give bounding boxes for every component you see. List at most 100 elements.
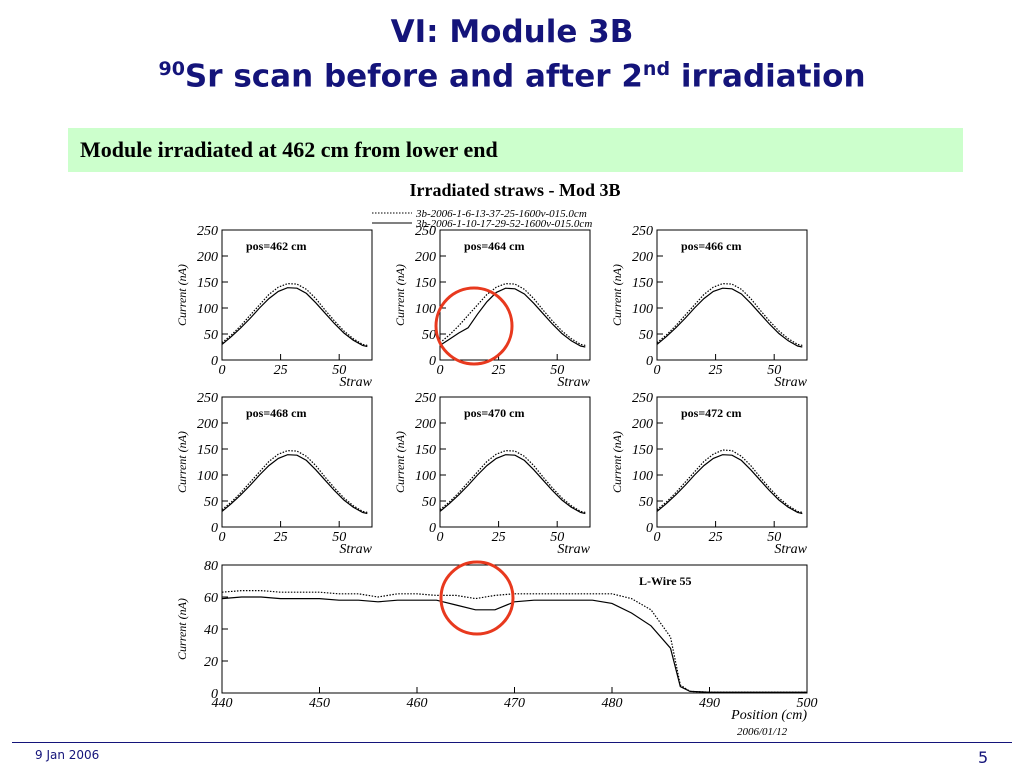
series-line <box>439 287 586 348</box>
x-axis-label: Straw <box>774 375 807 390</box>
y-tick-label: 250 <box>415 391 436 406</box>
y-tick-label: 150 <box>415 443 436 458</box>
y-tick-label: 20 <box>204 655 218 670</box>
series-line <box>439 454 586 515</box>
plot-annotation: pos=466 cm <box>681 239 742 253</box>
y-tick-label: 50 <box>204 328 218 343</box>
y-tick-label: 50 <box>639 328 653 343</box>
slide-title: VI: Module 3B <box>390 14 634 50</box>
y-tick-label: 50 <box>204 495 218 510</box>
x-tick-label: 0 <box>219 363 226 378</box>
y-tick-label: 200 <box>197 417 218 432</box>
highlight-box: Module irradiated at 462 cm from lower e… <box>68 128 963 172</box>
y-tick-label: 0 <box>646 521 653 536</box>
x-tick-label: 480 <box>602 696 623 711</box>
y-axis-label: Current (nA) <box>610 431 624 493</box>
x-axis-label: Position (cm) <box>730 708 807 723</box>
y-tick-label: 150 <box>632 276 653 291</box>
y-tick-label: 200 <box>632 417 653 432</box>
figure: Irradiated straws - Mod 3B 3b-2006-1-6-1… <box>175 180 818 738</box>
slide-subtitle: 90Sr scan before and after 2nd irradiati… <box>0 58 1024 94</box>
x-tick-label: 50 <box>767 363 781 378</box>
footer-date: 9 Jan 2006 <box>35 748 100 762</box>
series-line <box>656 287 803 348</box>
x-tick-label: 50 <box>550 363 564 378</box>
x-tick-label: 50 <box>550 530 564 545</box>
y-tick-label: 250 <box>415 224 436 239</box>
x-tick-label: 50 <box>767 530 781 545</box>
y-tick-label: 50 <box>639 495 653 510</box>
x-tick-label: 0 <box>437 530 444 545</box>
plot-annotation: pos=468 cm <box>246 406 307 420</box>
legend-entry: 3b-2006-1-10-17-29-52-1600v-015.0cm <box>415 218 592 230</box>
plot-frame <box>656 229 808 361</box>
y-tick-label: 60 <box>204 591 218 606</box>
x-axis-label: Straw <box>339 375 372 390</box>
y-tick-label: 150 <box>632 443 653 458</box>
x-tick-label: 25 <box>274 363 288 378</box>
plot-frame <box>439 396 591 528</box>
series-line <box>656 454 803 515</box>
y-tick-label: 50 <box>422 328 436 343</box>
x-axis-label: Straw <box>774 542 807 557</box>
series-line <box>221 590 807 693</box>
x-axis-label: Straw <box>557 542 590 557</box>
x-tick-label: 500 <box>797 696 818 711</box>
superscript: nd <box>642 58 671 80</box>
x-tick-label: 0 <box>219 530 226 545</box>
x-tick-label: 25 <box>274 530 288 545</box>
y-tick-label: 40 <box>204 623 218 638</box>
series-line <box>439 449 586 513</box>
x-tick-label: 25 <box>709 530 723 545</box>
y-tick-label: 150 <box>415 276 436 291</box>
y-tick-label: 80 <box>204 559 218 574</box>
x-tick-label: 0 <box>654 363 661 378</box>
x-tick-label: 460 <box>407 696 428 711</box>
y-tick-label: 250 <box>197 391 218 406</box>
y-tick-label: 150 <box>197 443 218 458</box>
y-tick-label: 0 <box>211 521 218 536</box>
plot-annotation: pos=472 cm <box>681 406 742 420</box>
y-axis-label: Current (nA) <box>175 598 189 660</box>
superscript: 90 <box>158 58 185 80</box>
legend-entry: 3b-2006-1-6-13-37-25-1600v-015.0cm <box>415 208 587 220</box>
plot-annotation: pos=462 cm <box>246 239 307 253</box>
series-line <box>439 282 586 346</box>
y-tick-label: 100 <box>197 469 218 484</box>
highlight-circle <box>439 560 515 636</box>
x-tick-label: 50 <box>332 530 346 545</box>
plot-frame <box>221 229 373 361</box>
x-tick-label: 50 <box>332 363 346 378</box>
y-tick-label: 100 <box>632 302 653 317</box>
x-tick-label: 440 <box>212 696 233 711</box>
highlight-circle <box>434 286 514 366</box>
y-tick-label: 0 <box>646 354 653 369</box>
y-axis-label: Current (nA) <box>610 264 624 326</box>
series-line <box>656 449 803 513</box>
y-tick-label: 50 <box>422 495 436 510</box>
y-tick-label: 0 <box>211 687 218 702</box>
x-axis-label: Straw <box>557 375 590 390</box>
subtitle-text: Sr scan before and after 2 <box>184 58 643 95</box>
plot-frame <box>221 396 373 528</box>
x-tick-label: 490 <box>699 696 720 711</box>
y-tick-label: 250 <box>632 391 653 406</box>
plot-annotation: pos=464 cm <box>464 239 525 253</box>
y-tick-label: 200 <box>632 250 653 265</box>
series-line <box>221 454 368 515</box>
plot-date: 2006/01/12 <box>737 726 788 738</box>
x-tick-label: 25 <box>492 530 506 545</box>
x-tick-label: 25 <box>709 363 723 378</box>
plot-annotation: pos=470 cm <box>464 406 525 420</box>
y-tick-label: 100 <box>415 469 436 484</box>
x-tick-label: 25 <box>492 363 506 378</box>
figure-title: Irradiated straws - Mod 3B <box>410 180 621 200</box>
y-tick-label: 100 <box>632 469 653 484</box>
plot-frame <box>656 396 808 528</box>
y-tick-label: 0 <box>429 354 436 369</box>
y-tick-label: 250 <box>197 224 218 239</box>
page-number: 5 <box>978 748 989 767</box>
x-tick-label: 450 <box>309 696 330 711</box>
